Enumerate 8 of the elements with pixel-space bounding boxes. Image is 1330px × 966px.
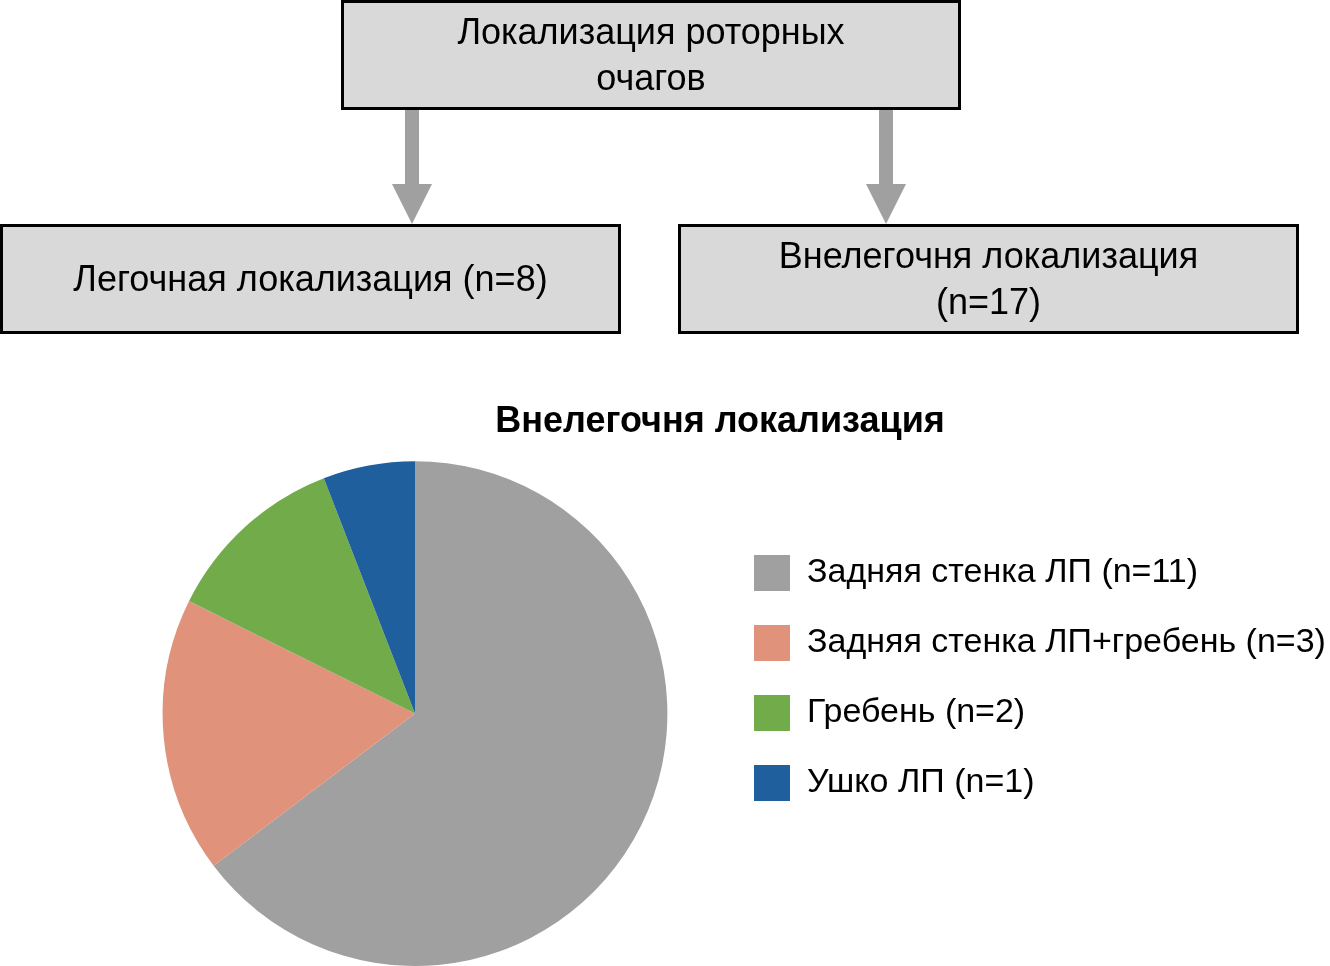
text: Локализация роторных очагов [341,0,961,110]
legend-label: Гребень (n=2) [807,691,1026,730]
legend-label: Задняя стенка ЛП+гребень (n=3) [807,621,1326,660]
text: Внелегочня локализация (n=17) [678,224,1299,334]
text: Легочная локализация (n=8) [0,224,621,334]
chart-title: Внелегочня локализация [495,398,945,440]
legend-label: Задняя стенка ЛП (n=11) [807,551,1199,590]
legend-label: Ушко ЛП (n=1) [807,761,1035,800]
